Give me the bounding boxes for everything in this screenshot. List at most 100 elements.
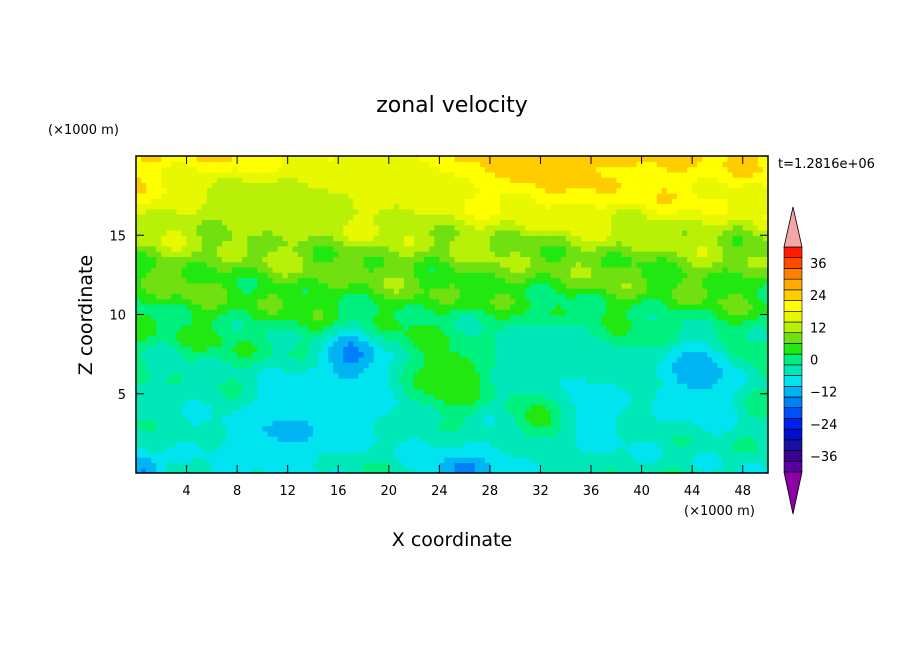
contour-cell <box>232 272 238 279</box>
contour-cell <box>626 314 633 321</box>
contour-cell <box>601 282 607 289</box>
contour-cell <box>353 457 360 464</box>
contour-cell <box>494 409 501 416</box>
contour-cell <box>631 319 638 326</box>
contour-cell <box>666 356 673 363</box>
contour-cell <box>454 298 461 305</box>
contour-cell <box>479 451 486 458</box>
contour-cell <box>282 462 289 469</box>
contour-cell <box>580 420 587 427</box>
contour-cell <box>692 425 698 432</box>
contour-cell <box>641 377 648 384</box>
contour-cell <box>176 462 183 469</box>
contour-cell <box>242 372 248 379</box>
contour-cell <box>717 372 724 379</box>
contour-cell <box>429 393 435 400</box>
contour-cell <box>257 272 263 279</box>
contour-cell <box>656 319 663 326</box>
contour-cell <box>424 383 430 390</box>
contour-cell <box>489 441 496 448</box>
contour-cell <box>232 330 238 337</box>
contour-cell <box>282 414 289 421</box>
contour-cell <box>312 425 319 432</box>
contour-cell <box>383 314 390 321</box>
contour-cell <box>560 356 567 363</box>
contour-cell <box>712 462 719 469</box>
contour-cell <box>722 409 729 416</box>
contour-cell <box>272 309 279 316</box>
contour-cell <box>737 309 744 316</box>
contour-cell <box>424 393 430 400</box>
contour-cell <box>631 430 638 437</box>
contour-cell <box>146 430 152 437</box>
contour-cell <box>722 330 729 337</box>
contour-cell <box>191 261 198 268</box>
contour-cell <box>747 330 754 337</box>
contour-cell <box>585 446 592 453</box>
contour-cell <box>707 446 713 453</box>
contour-cell <box>242 293 248 300</box>
contour-cell <box>479 340 486 347</box>
contour-cell <box>419 319 425 326</box>
contour-cell <box>636 261 643 268</box>
contour-cell <box>353 330 360 337</box>
contour-cell <box>616 282 622 289</box>
contour-cell <box>752 441 759 448</box>
contour-cell <box>651 383 658 390</box>
contour-cell <box>237 441 243 448</box>
contour-cell <box>297 288 304 294</box>
contour-cell <box>631 436 638 442</box>
contour-cell <box>692 266 698 273</box>
contour-cell <box>227 409 233 416</box>
contour-cell <box>156 351 162 358</box>
contour-cell <box>682 303 688 310</box>
contour-cell <box>338 467 344 473</box>
contour-cell <box>661 404 668 411</box>
contour-cell <box>575 399 582 405</box>
contour-cell <box>606 288 612 294</box>
contour-cell <box>166 325 172 331</box>
contour-cell <box>515 261 521 268</box>
contour-cell <box>156 272 162 279</box>
contour-cell <box>328 388 334 395</box>
contour-cell <box>151 436 157 442</box>
contour-cell <box>252 441 258 448</box>
contour-cell <box>505 314 511 321</box>
contour-cell <box>611 277 617 284</box>
contour-cell <box>191 383 198 390</box>
contour-cell <box>282 351 289 358</box>
contour-cell <box>591 272 597 279</box>
contour-cell <box>196 446 203 453</box>
contour-cell <box>333 446 339 453</box>
contour-cell <box>712 372 719 379</box>
contour-cell <box>151 409 157 416</box>
contour-cell <box>747 414 754 421</box>
contour-cell <box>267 272 274 279</box>
contour-cell <box>626 282 633 289</box>
contour-cell <box>388 309 395 316</box>
contour-cell <box>262 383 269 390</box>
contour-cell <box>429 309 435 316</box>
contour-cell <box>631 303 638 310</box>
contour-cell <box>393 288 400 294</box>
contour-cell <box>459 266 466 273</box>
contour-cell <box>252 314 258 321</box>
contour-cell <box>616 356 622 363</box>
contour-cell <box>419 414 425 421</box>
contour-cell <box>550 330 557 337</box>
contour-cell <box>348 451 355 458</box>
contour-cell <box>747 383 754 390</box>
contour-cell <box>697 399 703 405</box>
contour-cell <box>565 457 572 464</box>
contour-cell <box>762 356 768 363</box>
contour-cell <box>338 393 344 400</box>
contour-cell <box>732 420 739 427</box>
contour-cell <box>323 367 329 374</box>
contour-cell <box>555 404 562 411</box>
contour-cell <box>429 346 435 353</box>
contour-cell <box>151 393 157 400</box>
contour-cell <box>156 372 162 379</box>
contour-cell <box>227 383 233 390</box>
contour-cell <box>712 303 719 310</box>
contour-cell <box>414 261 420 268</box>
